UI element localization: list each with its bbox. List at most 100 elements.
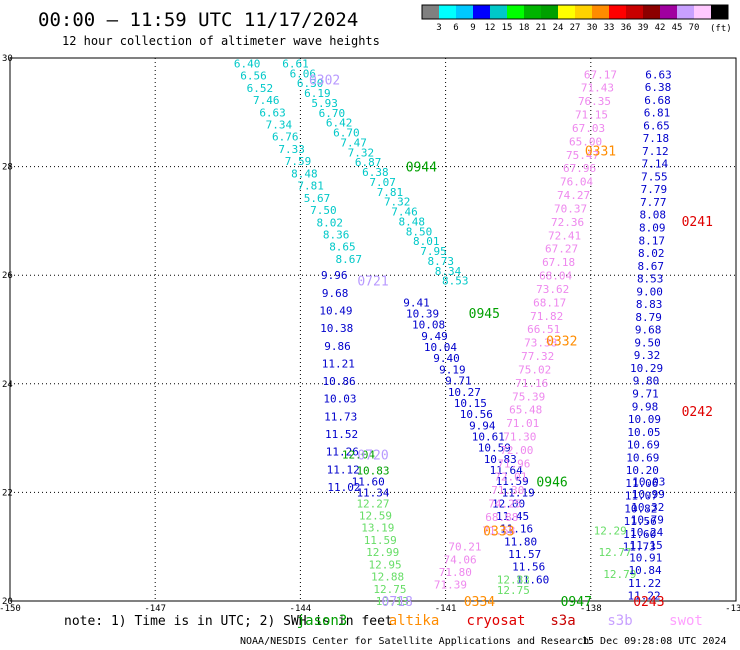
wave-height-value: 73.62: [536, 283, 569, 296]
pass-time-label: 0241: [682, 215, 713, 230]
colorbar-label: 33: [604, 23, 615, 33]
wave-height-value: 6.63: [645, 68, 672, 81]
wave-height-value: 72.00: [500, 444, 533, 457]
colorbar-swatch: [507, 5, 524, 19]
wave-height-value: 9.94: [469, 419, 496, 432]
wave-height-value: 7.81: [377, 186, 404, 199]
y-tick-label: 22: [2, 488, 13, 498]
x-tick-label: -150: [0, 604, 21, 614]
wave-height-value: 10.20: [626, 464, 659, 477]
wave-height-value: 9.86: [324, 340, 351, 353]
wave-height-value: 9.00: [636, 285, 663, 298]
chart-subtitle: 12 hour collection of altimeter wave hei…: [62, 34, 380, 48]
wave-height-value: 11.60: [516, 573, 549, 586]
colorbar-label: 27: [570, 23, 581, 33]
wave-height-value: 11.12: [327, 463, 360, 476]
wave-height-value: 6.38: [362, 166, 389, 179]
wave-height-value: 71.30: [491, 484, 524, 497]
wave-height-value: 8.02: [638, 247, 665, 260]
wave-height-value: 9.68: [322, 287, 349, 300]
pass-time-label: 0944: [406, 161, 437, 176]
pass-time-label: 0302: [309, 74, 340, 89]
wave-height-value: 9.32: [634, 349, 661, 362]
wave-height-value: 5.67: [304, 192, 331, 205]
wave-height-value: 8.50: [406, 225, 433, 238]
wave-height-value: 10.83: [484, 453, 517, 466]
wave-height-value: 6.65: [643, 119, 670, 132]
wave-height-value: 6.52: [247, 82, 274, 95]
wave-height-value: 65.00: [569, 135, 602, 148]
pass-time-label: 0242: [682, 405, 713, 420]
wave-height-value: 68.17: [533, 296, 566, 309]
wave-height-value: 11.57: [508, 548, 541, 561]
y-tick-label: 20: [2, 597, 13, 607]
wave-height-value: 11.80: [504, 535, 537, 548]
wave-height-value: 12.88: [371, 571, 404, 584]
wave-height-value: 8.48: [398, 215, 425, 228]
wave-height-value: 9.19: [439, 363, 466, 376]
wave-height-value: 13.13: [376, 595, 409, 608]
wave-height-value: 71.80: [439, 566, 472, 579]
wave-height-value: 71.43: [581, 82, 614, 95]
wave-height-value: 6.40: [234, 57, 261, 70]
wave-height-value: 10.03: [323, 393, 356, 406]
wave-height-value: 12.27: [356, 497, 389, 510]
wave-height-value: 77.32: [521, 350, 554, 363]
wave-height-value: 7.32: [384, 196, 411, 209]
wave-height-value: 8.67: [336, 253, 363, 266]
wave-height-value: 11.56: [624, 515, 657, 528]
legend-s3a: s3a: [550, 613, 575, 629]
wave-height-value: 10.49: [319, 304, 352, 317]
wave-height-value: 74.06: [444, 553, 477, 566]
wave-height-value: 75.39: [512, 390, 545, 403]
wave-height-value: 8.09: [639, 222, 666, 235]
wave-height-value: 12.83: [497, 573, 530, 586]
wave-height-value: 71.30: [503, 431, 536, 444]
wave-height-value: 72.36: [551, 216, 584, 229]
wave-height-value: 10.83: [356, 465, 389, 478]
x-tick-label: -135: [725, 604, 740, 614]
colorbar-label: 39: [638, 23, 649, 33]
colorbar-label: 70: [689, 23, 700, 33]
wave-height-value: 71.96: [497, 457, 530, 470]
y-tick-label: 24: [2, 380, 13, 390]
legend-altika: altika: [389, 613, 440, 629]
pass-time-label: 0721: [357, 275, 388, 290]
colorbar-swatch: [660, 5, 677, 19]
wave-height-value: 12.29: [594, 524, 627, 537]
wave-height-value: 9.98: [632, 400, 659, 413]
colorbar-swatch: [592, 5, 609, 19]
color-scale-bar: 3 6 9 12 15 18 21 24 27 30 33 36 39 42 45 70: [421, 4, 729, 33]
wave-height-value: 7.77: [640, 196, 667, 209]
wave-height-value: 9.71: [632, 387, 659, 400]
pass-time-label: 0331: [585, 144, 616, 159]
wave-height-value: 10.05: [627, 426, 660, 439]
wave-height-value: 11.60: [352, 476, 385, 489]
wave-height-value: 12.95: [369, 558, 402, 571]
colorbar-label: 15: [502, 23, 513, 33]
colorbar-swatch: [677, 5, 694, 19]
wave-height-value: 10.82: [624, 502, 657, 515]
colorbar-label: 21: [536, 23, 547, 33]
wave-height-value: 6.81: [644, 107, 671, 120]
colorbar-label: 42: [655, 23, 666, 33]
wave-height-value: 6.76: [272, 131, 299, 144]
pass-labels: 0944 0721 0945 0720 0946 0331 0332 0333 0334 0241…: [309, 74, 713, 610]
colorbar-swatch: [473, 5, 490, 19]
wave-height-value: 75.02: [518, 363, 551, 376]
wave-height-value: 8.73: [428, 255, 455, 268]
wave-height-value: 72.41: [548, 229, 581, 242]
wave-height-value: 11.16: [500, 523, 533, 536]
wave-height-value: 12.99: [366, 546, 399, 559]
wave-height-value: 71.58: [482, 524, 515, 537]
wave-height-value: 6.87: [355, 156, 382, 169]
pass-time-label: 0243: [633, 595, 664, 610]
wave-height-value: 8.36: [323, 228, 350, 241]
wave-height-value: 6.70: [333, 127, 360, 140]
wave-height-value: 75.47: [566, 149, 599, 162]
wave-height-value: 12.75: [373, 583, 406, 596]
grid-lines: [10, 58, 736, 601]
wave-height-value: 12.00: [492, 497, 525, 510]
wave-height-value: 6.68: [644, 94, 671, 107]
